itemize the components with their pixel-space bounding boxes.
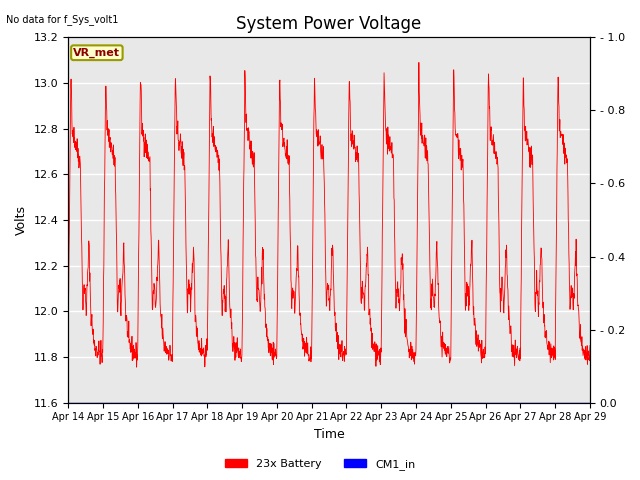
Text: No data for f_Sys_volt1: No data for f_Sys_volt1 [6, 14, 119, 25]
23x Battery [94, 352, 102, 358]
Line: 23x Battery: 23x Battery [68, 62, 590, 367]
23x Battery [64, 340, 72, 346]
Legend: 23x Battery, CM1_in: 23x Battery, CM1_in [220, 455, 420, 474]
23x Battery [586, 343, 594, 348]
Title: System Power Voltage: System Power Voltage [236, 15, 422, 33]
23x Battery [280, 135, 288, 141]
23x Battery [415, 60, 422, 65]
Text: VR_met: VR_met [74, 48, 120, 58]
Y-axis label: Volts: Volts [15, 205, 28, 235]
23x Battery [278, 124, 285, 130]
23x Battery [176, 138, 184, 144]
23x Battery [421, 149, 429, 155]
X-axis label: Time: Time [314, 428, 344, 441]
23x Battery [132, 364, 140, 370]
23x Battery [260, 275, 268, 281]
